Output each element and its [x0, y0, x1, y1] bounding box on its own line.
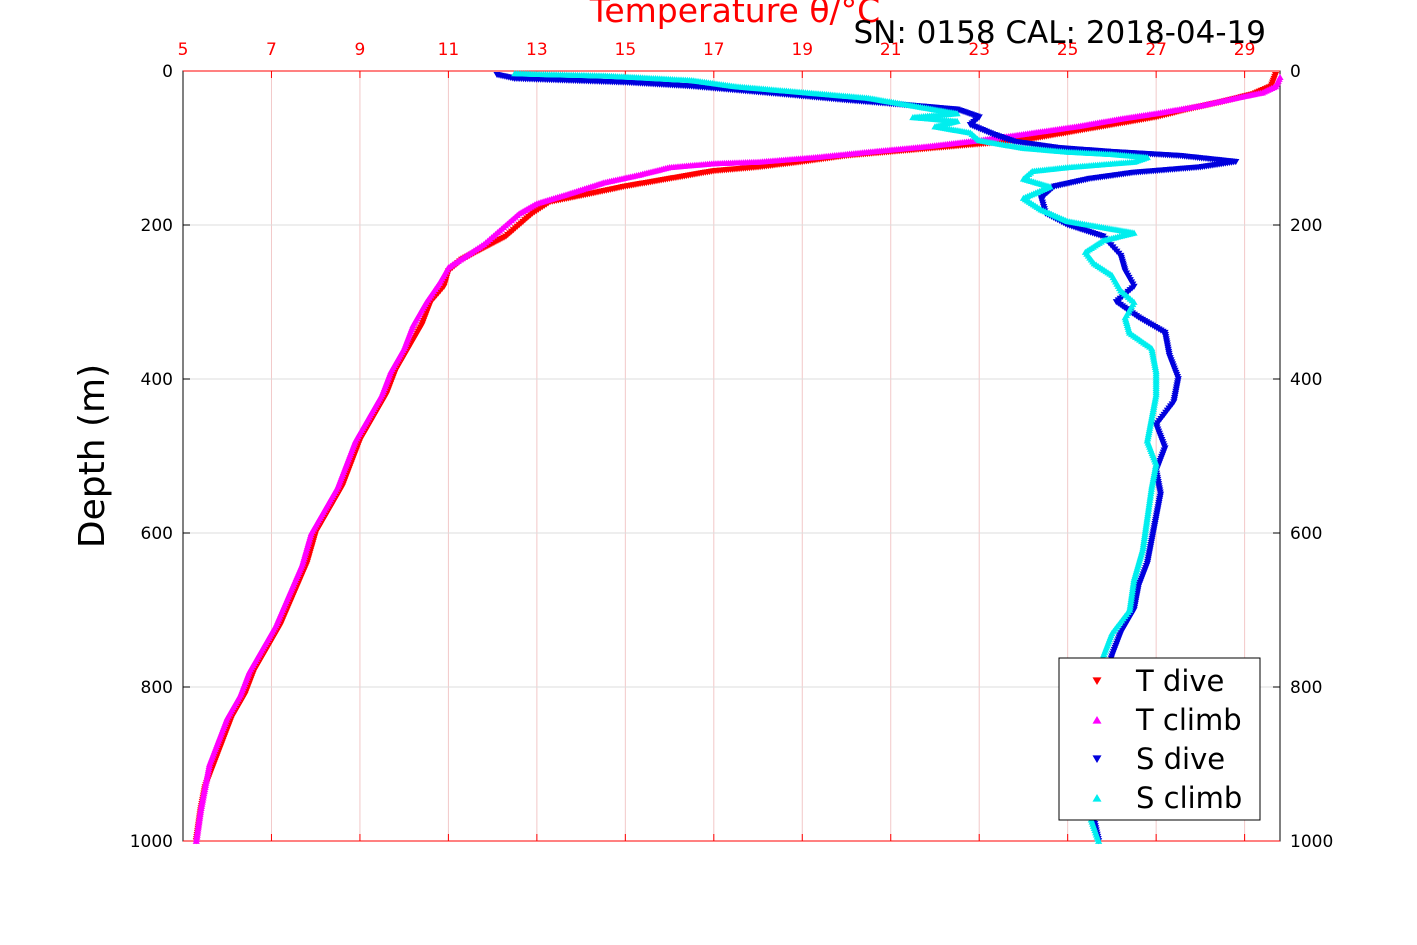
legend-marker [1092, 715, 1102, 724]
grid [182, 70, 1280, 842]
x-tick-label: 13 [526, 40, 548, 60]
x-tick-label: 25 [1057, 40, 1079, 60]
y-tick-label-left: 1000 [130, 832, 173, 852]
y-tick-labels: 0 0 200 200 400 400 600 600 800 800 1000 1000 [130, 62, 1334, 852]
x-tick-label: 17 [703, 40, 725, 60]
x-tick-label: 9 [355, 40, 366, 60]
x-tick-label: 5 [178, 40, 189, 60]
x-tick-labels: 5 7 9 11 13 15 17 19 21 23 25 27 29 [178, 40, 1256, 60]
legend-marker [1092, 755, 1102, 764]
y-axis-label: Depth (m) [72, 364, 113, 548]
series-t-climb [192, 73, 1284, 844]
chart-title: Temperature θ/°C [589, 0, 880, 30]
x-tick-label: 11 [438, 40, 460, 60]
chart-subtitle: SN: 0158 CAL: 2018-04-19 [854, 15, 1267, 51]
y-tick-label-right: 400 [1290, 370, 1322, 390]
y-tick-label-left: 600 [141, 524, 173, 544]
x-tick-label: 7 [266, 40, 277, 60]
y-tick-label-right: 600 [1290, 524, 1322, 544]
legend-label: T climb [1135, 703, 1242, 737]
x-tick-label: 21 [880, 40, 902, 60]
data-point [1095, 837, 1103, 844]
data-point [192, 837, 200, 844]
data-series [192, 70, 1284, 845]
x-tick-label: 15 [615, 40, 637, 60]
x-tick-label: 23 [968, 40, 990, 60]
legend: T dive T climb S dive S climb [1058, 657, 1261, 821]
legend-label: S dive [1136, 742, 1225, 776]
y-tick-label-left: 400 [141, 370, 173, 390]
legend-marker [1092, 793, 1102, 802]
x-tick-label: 29 [1234, 40, 1256, 60]
y-tick-label-left: 200 [141, 216, 173, 236]
y-tick-label-right: 0 [1290, 62, 1301, 82]
y-tick-label-left: 800 [141, 678, 173, 698]
legend-label: T dive [1135, 664, 1224, 698]
x-tick-label: 19 [791, 40, 813, 60]
legend-marker [1092, 677, 1102, 686]
y-tick-label-left: 0 [162, 62, 173, 82]
y-tick-label-right: 200 [1290, 216, 1322, 236]
legend-box [1058, 657, 1261, 821]
y-tick-label-right: 800 [1290, 678, 1322, 698]
x-tick-label: 27 [1145, 40, 1167, 60]
legend-label: S climb [1136, 781, 1242, 815]
y-tick-label-right: 1000 [1290, 832, 1333, 852]
